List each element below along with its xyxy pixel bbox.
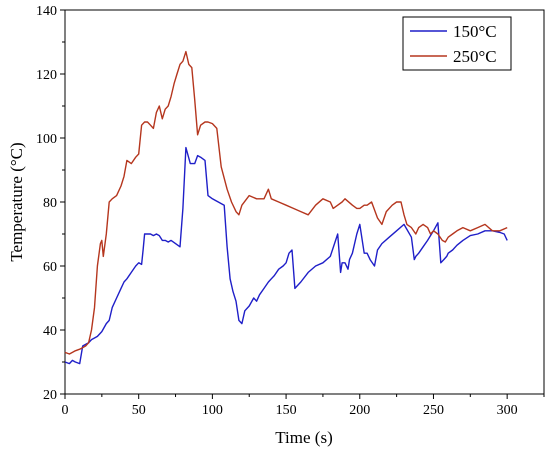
x-tick-label: 0 [62,403,69,418]
y-tick-label: 100 [36,132,57,147]
series-line-1 [64,50,508,355]
y-axis-ticks: 20 40 60 80 100 120 140 [36,4,65,403]
legend-label-250: 250°C [453,47,497,66]
y-tick-label: 20 [43,388,57,403]
y-tick-label: 60 [43,260,57,275]
x-tick-label: 100 [202,403,223,418]
y-tick-label: 120 [36,68,57,83]
series-line-0 [64,146,508,365]
x-tick-label: 200 [349,403,370,418]
x-tick-label: 50 [132,403,146,418]
x-tick-label: 150 [276,403,297,418]
legend-box [402,16,512,71]
x-tick-label: 300 [497,403,518,418]
y-tick-label: 40 [43,324,57,339]
legend: 150°C 250°C [402,16,512,71]
series-layer [64,50,508,365]
x-tick-label: 250 [423,403,444,418]
y-axis-title: Temperature (°C) [7,142,26,261]
y-tick-label: 80 [43,196,57,211]
x-axis-ticks: 0 50 100 150 200 250 300 [62,394,545,418]
legend-label-150: 150°C [453,22,497,41]
y-tick-label: 140 [36,4,57,19]
x-axis-title: Time (s) [275,428,332,447]
